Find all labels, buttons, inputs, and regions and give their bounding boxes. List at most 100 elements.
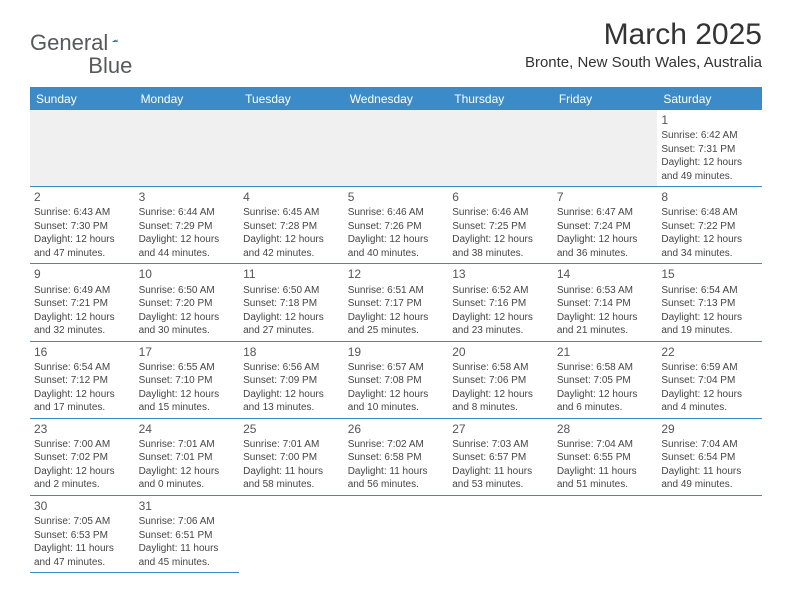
calendar-cell: 2Sunrise: 6:43 AMSunset: 7:30 PMDaylight…: [30, 187, 135, 264]
day-number: 17: [139, 344, 236, 360]
cell-line-ss: Sunset: 7:06 PM: [452, 374, 549, 388]
cell-line-d1: Daylight: 12 hours: [557, 388, 654, 402]
cell-line-sr: Sunrise: 6:51 AM: [348, 284, 445, 298]
cell-line-ss: Sunset: 7:25 PM: [452, 220, 549, 234]
cell-line-sr: Sunrise: 7:03 AM: [452, 438, 549, 452]
calendar-body: 1Sunrise: 6:42 AMSunset: 7:31 PMDaylight…: [30, 110, 762, 573]
day-number: 20: [452, 344, 549, 360]
cell-line-d2: and 21 minutes.: [557, 324, 654, 338]
cell-line-d1: Daylight: 12 hours: [557, 233, 654, 247]
calendar-cell: [30, 110, 135, 187]
cell-line-d2: and 51 minutes.: [557, 478, 654, 492]
cell-line-sr: Sunrise: 7:05 AM: [34, 515, 131, 529]
cell-line-d1: Daylight: 12 hours: [139, 465, 236, 479]
calendar-head: SundayMondayTuesdayWednesdayThursdayFrid…: [30, 88, 762, 111]
day-number: 9: [34, 266, 131, 282]
day-number: 30: [34, 498, 131, 514]
cell-line-d2: and 34 minutes.: [661, 247, 758, 261]
cell-line-d1: Daylight: 11 hours: [557, 465, 654, 479]
calendar-cell: 14Sunrise: 6:53 AMSunset: 7:14 PMDayligh…: [553, 264, 658, 341]
cell-line-d1: Daylight: 12 hours: [348, 233, 445, 247]
day-number: 27: [452, 421, 549, 437]
calendar-cell: 29Sunrise: 7:04 AMSunset: 6:54 PMDayligh…: [657, 418, 762, 495]
day-number: 23: [34, 421, 131, 437]
cell-line-ss: Sunset: 7:13 PM: [661, 297, 758, 311]
cell-line-d2: and 44 minutes.: [139, 247, 236, 261]
day-number: 1: [661, 112, 758, 128]
cell-line-d2: and 2 minutes.: [34, 478, 131, 492]
cell-line-d1: Daylight: 12 hours: [661, 311, 758, 325]
cell-line-ss: Sunset: 7:08 PM: [348, 374, 445, 388]
cell-line-d2: and 32 minutes.: [34, 324, 131, 338]
cell-line-d1: Daylight: 12 hours: [243, 233, 340, 247]
day-number: 7: [557, 189, 654, 205]
day-number: 22: [661, 344, 758, 360]
cell-line-ss: Sunset: 7:22 PM: [661, 220, 758, 234]
logo-text-2: Blue: [88, 53, 132, 79]
cell-line-d2: and 23 minutes.: [452, 324, 549, 338]
cell-line-d2: and 4 minutes.: [661, 401, 758, 415]
cell-line-d1: Daylight: 12 hours: [34, 311, 131, 325]
cell-line-ss: Sunset: 7:01 PM: [139, 451, 236, 465]
cell-line-sr: Sunrise: 7:01 AM: [139, 438, 236, 452]
day-header: Friday: [553, 88, 658, 111]
calendar-cell: 17Sunrise: 6:55 AMSunset: 7:10 PMDayligh…: [135, 341, 240, 418]
day-number: 13: [452, 266, 549, 282]
cell-line-d2: and 42 minutes.: [243, 247, 340, 261]
cell-line-sr: Sunrise: 6:46 AM: [348, 206, 445, 220]
cell-line-sr: Sunrise: 6:43 AM: [34, 206, 131, 220]
calendar-cell: 13Sunrise: 6:52 AMSunset: 7:16 PMDayligh…: [448, 264, 553, 341]
cell-line-d2: and 49 minutes.: [661, 478, 758, 492]
calendar-cell: 21Sunrise: 6:58 AMSunset: 7:05 PMDayligh…: [553, 341, 658, 418]
cell-line-sr: Sunrise: 7:01 AM: [243, 438, 340, 452]
title-block: March 2025 Bronte, New South Wales, Aust…: [525, 18, 762, 71]
cell-line-d2: and 47 minutes.: [34, 247, 131, 261]
cell-line-sr: Sunrise: 6:55 AM: [139, 361, 236, 375]
day-number: 6: [452, 189, 549, 205]
cell-line-sr: Sunrise: 6:42 AM: [661, 129, 758, 143]
day-number: 4: [243, 189, 340, 205]
cell-line-ss: Sunset: 7:02 PM: [34, 451, 131, 465]
calendar-cell: 11Sunrise: 6:50 AMSunset: 7:18 PMDayligh…: [239, 264, 344, 341]
day-number: 14: [557, 266, 654, 282]
calendar-cell: 9Sunrise: 6:49 AMSunset: 7:21 PMDaylight…: [30, 264, 135, 341]
calendar-row: 9Sunrise: 6:49 AMSunset: 7:21 PMDaylight…: [30, 264, 762, 341]
cell-line-d1: Daylight: 12 hours: [661, 156, 758, 170]
cell-line-sr: Sunrise: 6:49 AM: [34, 284, 131, 298]
cell-line-ss: Sunset: 7:28 PM: [243, 220, 340, 234]
cell-line-d2: and 17 minutes.: [34, 401, 131, 415]
calendar-cell: 31Sunrise: 7:06 AMSunset: 6:51 PMDayligh…: [135, 495, 240, 572]
calendar-cell: [448, 110, 553, 187]
cell-line-sr: Sunrise: 6:48 AM: [661, 206, 758, 220]
cell-line-d2: and 36 minutes.: [557, 247, 654, 261]
cell-line-d1: Daylight: 11 hours: [452, 465, 549, 479]
cell-line-d2: and 13 minutes.: [243, 401, 340, 415]
cell-line-ss: Sunset: 7:04 PM: [661, 374, 758, 388]
cell-line-sr: Sunrise: 6:46 AM: [452, 206, 549, 220]
cell-line-ss: Sunset: 6:53 PM: [34, 529, 131, 543]
cell-line-ss: Sunset: 7:14 PM: [557, 297, 654, 311]
cell-line-d1: Daylight: 11 hours: [34, 542, 131, 556]
cell-line-ss: Sunset: 7:29 PM: [139, 220, 236, 234]
calendar-table: SundayMondayTuesdayWednesdayThursdayFrid…: [30, 87, 762, 573]
cell-line-d2: and 10 minutes.: [348, 401, 445, 415]
cell-line-d2: and 45 minutes.: [139, 556, 236, 570]
day-header: Sunday: [30, 88, 135, 111]
day-number: 11: [243, 266, 340, 282]
day-number: 16: [34, 344, 131, 360]
day-number: 15: [661, 266, 758, 282]
cell-line-ss: Sunset: 6:58 PM: [348, 451, 445, 465]
cell-line-d1: Daylight: 12 hours: [452, 233, 549, 247]
calendar-cell: 25Sunrise: 7:01 AMSunset: 7:00 PMDayligh…: [239, 418, 344, 495]
cell-line-d1: Daylight: 12 hours: [243, 311, 340, 325]
cell-line-d1: Daylight: 11 hours: [139, 542, 236, 556]
cell-line-sr: Sunrise: 6:50 AM: [139, 284, 236, 298]
calendar-cell: [239, 495, 344, 572]
calendar-cell: 28Sunrise: 7:04 AMSunset: 6:55 PMDayligh…: [553, 418, 658, 495]
calendar-row: 30Sunrise: 7:05 AMSunset: 6:53 PMDayligh…: [30, 495, 762, 572]
cell-line-sr: Sunrise: 6:59 AM: [661, 361, 758, 375]
calendar-cell: 19Sunrise: 6:57 AMSunset: 7:08 PMDayligh…: [344, 341, 449, 418]
day-number: 18: [243, 344, 340, 360]
cell-line-sr: Sunrise: 7:06 AM: [139, 515, 236, 529]
calendar-page: General March 2025 Bronte, New South Wal…: [0, 0, 792, 583]
